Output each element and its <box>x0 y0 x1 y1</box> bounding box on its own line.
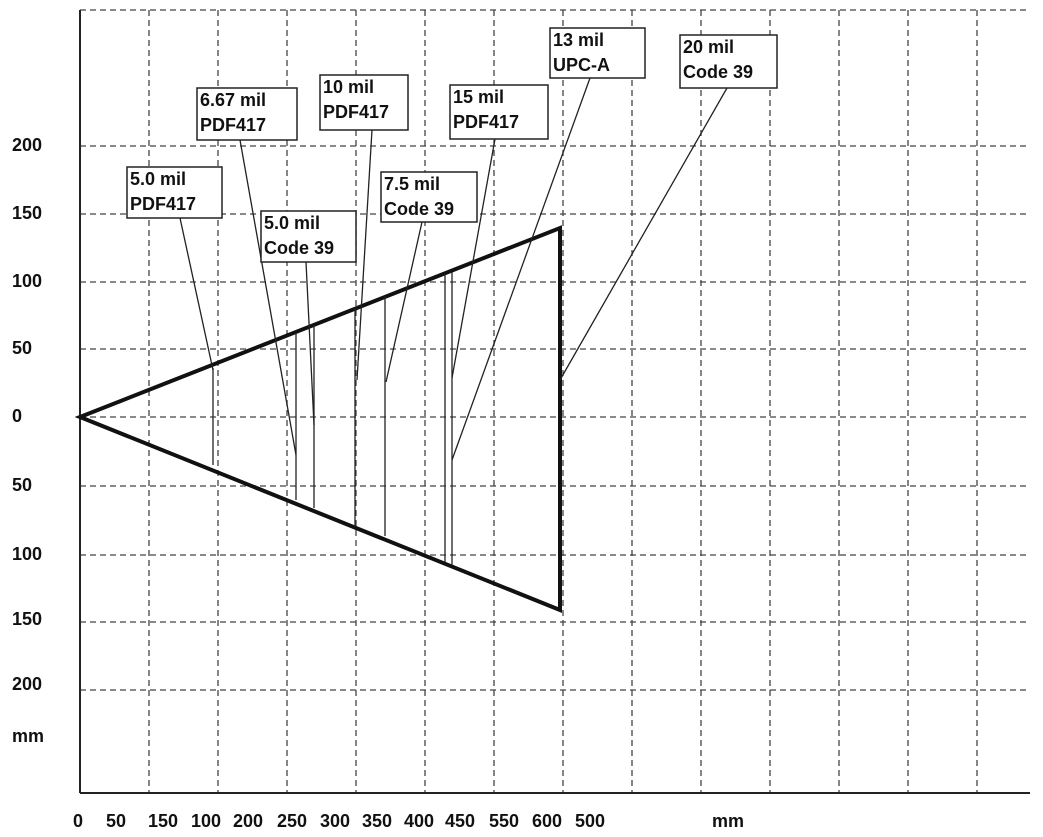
x-axis-label: 100 <box>191 811 221 831</box>
y-axis-label: 50 <box>12 475 32 495</box>
x-axis-label: 200 <box>233 811 263 831</box>
leader-line <box>179 217 214 371</box>
callout-text: PDF417 <box>130 194 196 214</box>
y-axis-label: mm <box>12 726 44 746</box>
y-axis-label: 200 <box>12 135 42 155</box>
leader-line <box>239 139 297 456</box>
callout-text: PDF417 <box>200 115 266 135</box>
x-axis-label: mm <box>712 811 744 831</box>
x-axis-label: 150 <box>148 811 178 831</box>
callout-text: 5.0 mil <box>264 213 320 233</box>
callout-text: Code 39 <box>683 62 753 82</box>
y-axis-label: 100 <box>12 544 42 564</box>
y-axis-label: 100 <box>12 271 42 291</box>
callout-text: 5.0 mil <box>130 169 186 189</box>
x-axis-label: 600 <box>532 811 562 831</box>
callout-box <box>380 171 478 223</box>
y-axis-label: 50 <box>12 338 32 358</box>
leader-line <box>451 138 496 379</box>
x-axis-label: 450 <box>445 811 475 831</box>
leader-line <box>451 77 591 461</box>
y-axis-label: 150 <box>12 203 42 223</box>
x-axis-label: 0 <box>73 811 83 831</box>
leader-line <box>305 261 315 426</box>
grid <box>80 9 1030 793</box>
leader-line <box>559 87 728 381</box>
callout-text: 6.67 mil <box>200 90 266 110</box>
callout-text: 15 mil <box>453 87 504 107</box>
x-axis-label: 500 <box>575 811 605 831</box>
x-axis-label: 350 <box>362 811 392 831</box>
callout-text: 7.5 mil <box>384 174 440 194</box>
x-axis-label: 550 <box>489 811 519 831</box>
callout-text: PDF417 <box>453 112 519 132</box>
callout-text: 13 mil <box>553 30 604 50</box>
callout-text: 20 mil <box>683 37 734 57</box>
x-axis-label: 50 <box>106 811 126 831</box>
callout-box <box>196 87 298 141</box>
callout-text: Code 39 <box>264 238 334 258</box>
x-axis-label: 250 <box>277 811 307 831</box>
callout-box <box>260 210 357 263</box>
callout-box <box>319 74 409 131</box>
scan-field-triangle <box>74 225 562 613</box>
callout-box <box>549 27 646 79</box>
y-axis-label: 150 <box>12 609 42 629</box>
callout-text: PDF417 <box>323 102 389 122</box>
leader-line <box>385 221 423 383</box>
callout-text: UPC-A <box>553 55 610 75</box>
callouts: 5.0 mil PDF417 6.67 mil PDF417 5.0 mil Code 3… <box>126 27 778 565</box>
x-axis-label: 400 <box>404 811 434 831</box>
x-axis-label: 300 <box>320 811 350 831</box>
y-axis-label: 0 <box>12 406 22 426</box>
callout-box <box>679 34 778 89</box>
y-axis-label: 200 <box>12 674 42 694</box>
callout-box <box>449 84 549 140</box>
callout-box <box>126 166 223 219</box>
callout-text: 10 mil <box>323 77 374 97</box>
callout-text: Code 39 <box>384 199 454 219</box>
leader-line <box>356 129 373 381</box>
